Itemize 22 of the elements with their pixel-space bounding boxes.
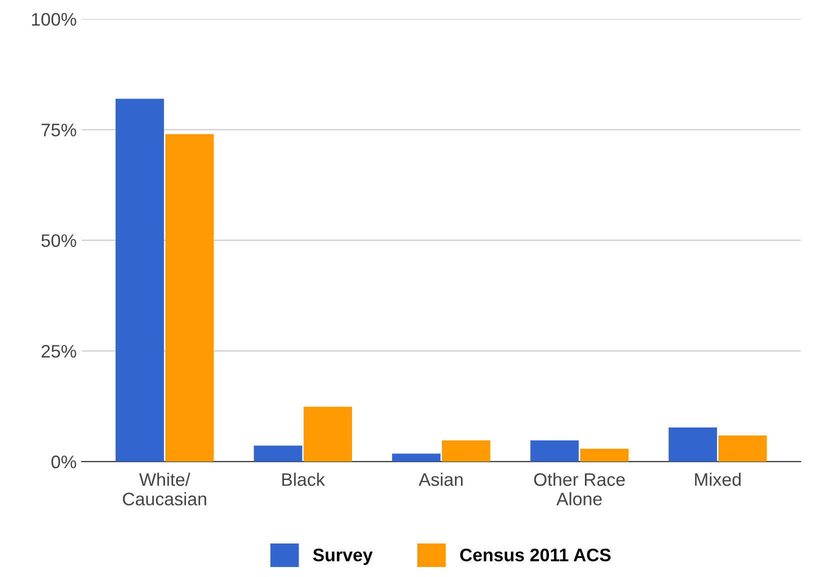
x-tick-label: Black — [282, 472, 326, 486]
bar — [442, 440, 490, 462]
y-tick-label: 25% — [42, 344, 76, 358]
legend-label: Survey — [313, 548, 373, 565]
bar — [116, 98, 164, 462]
y-tick-label: 75% — [42, 124, 76, 136]
y-tick-label: 0% — [51, 456, 76, 468]
x-tick-label: Other Race Alone — [534, 472, 625, 506]
bar — [392, 454, 440, 462]
bar — [530, 440, 579, 462]
legend-label: Census 2011 ACS — [460, 548, 611, 562]
bar — [304, 406, 352, 462]
y-tick-label: 50% — [41, 234, 76, 248]
x-tick-label: White/ Caucasian — [122, 472, 206, 506]
x-tick-label: Mixed — [695, 472, 741, 486]
bar — [165, 134, 214, 462]
bar — [254, 446, 302, 462]
bar — [668, 428, 718, 462]
x-tick-label: Asian — [418, 472, 463, 486]
bar — [718, 435, 767, 462]
y-tick-label: 100% — [32, 12, 76, 26]
bar — [580, 448, 629, 462]
